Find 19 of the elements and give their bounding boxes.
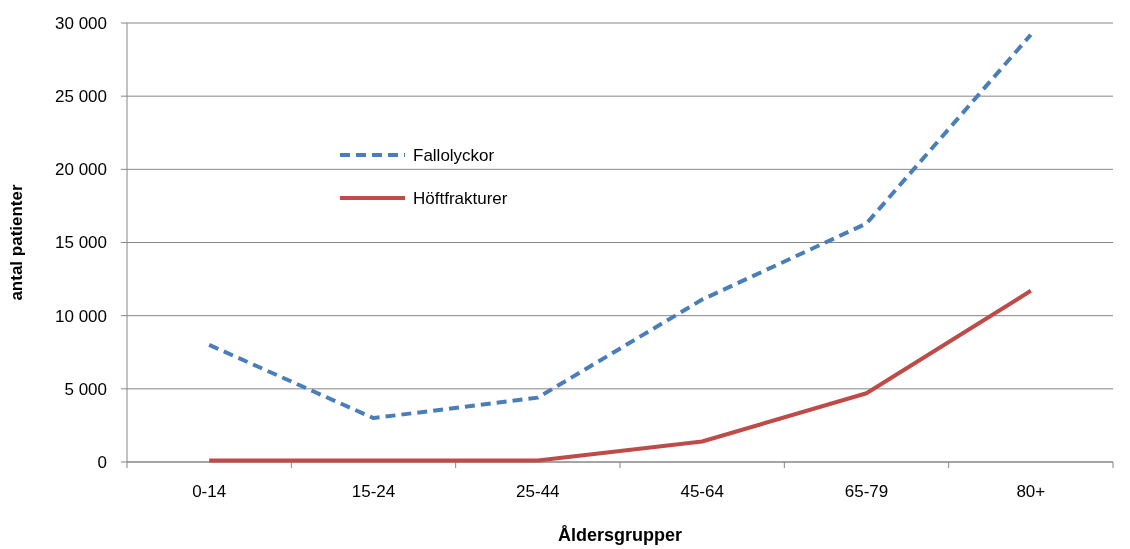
- line-series: [207, 288, 1033, 463]
- x-axis-title: Åldersgrupper: [557, 525, 683, 545]
- y-tick-label: 15 000: [55, 233, 107, 253]
- x-tick-label: 15-24: [351, 482, 396, 501]
- y-tick-label: 0: [97, 452, 107, 472]
- y-tick-label: 5 000: [64, 379, 107, 399]
- legend-label: Fallolyckor: [413, 145, 495, 165]
- legend-label: Höftfrakturer: [413, 188, 508, 208]
- y-axis-title: antal patienter: [7, 184, 26, 301]
- line-series: [207, 32, 1033, 421]
- x-tick-label: 80+: [1016, 482, 1046, 501]
- x-tick-label: 65-79: [844, 482, 889, 501]
- x-tick-label: 45-64: [680, 482, 724, 501]
- y-tick-label: 30 000: [55, 13, 107, 33]
- y-tick-label: 20 000: [55, 160, 107, 180]
- y-tick-label: 25 000: [55, 87, 107, 107]
- x-tick-label: 0-14: [192, 482, 227, 501]
- y-tick-label: 10 000: [55, 306, 107, 326]
- x-tick-label: 25-44: [516, 482, 560, 501]
